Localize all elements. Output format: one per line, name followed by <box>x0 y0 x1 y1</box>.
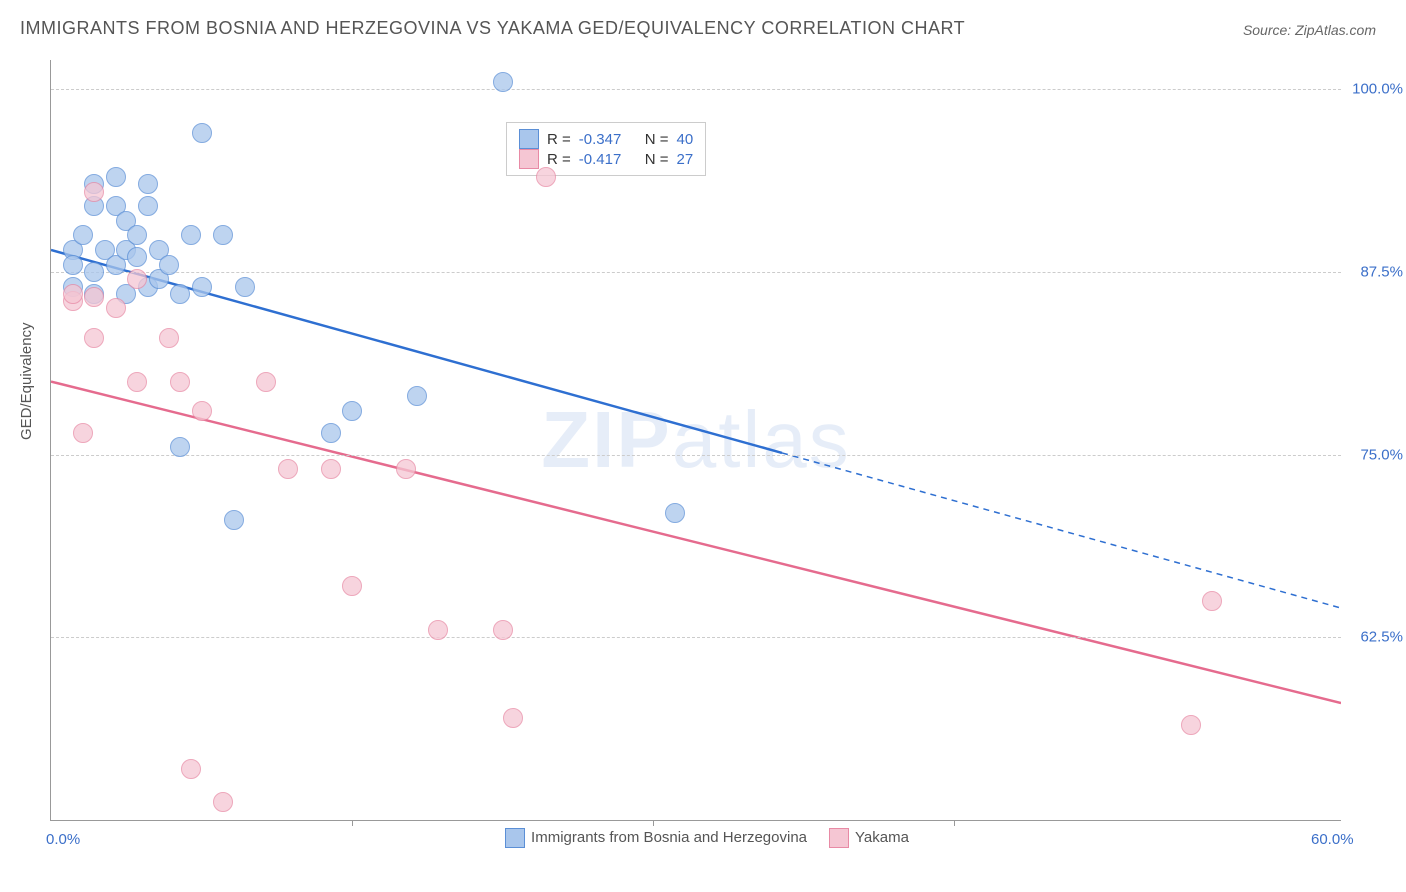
chart-plot-area: ZIPatlas R =-0.347N =40R =-0.417N =27 Im… <box>50 60 1341 821</box>
scatter-point <box>213 792 233 812</box>
y-tick-label: 75.0% <box>1348 446 1403 463</box>
scatter-point <box>138 196 158 216</box>
legend-swatch <box>505 828 525 848</box>
scatter-point <box>396 459 416 479</box>
stat-r-label: R = <box>547 151 571 168</box>
source-name: ZipAtlas.com <box>1295 22 1376 38</box>
watermark-light: atlas <box>672 395 851 484</box>
gridline <box>51 89 1341 90</box>
scatter-point <box>503 708 523 728</box>
source-attribution: Source: ZipAtlas.com <box>1243 22 1376 38</box>
scatter-point <box>181 225 201 245</box>
scatter-point <box>106 298 126 318</box>
x-tick-mark <box>954 820 955 826</box>
scatter-point <box>63 255 83 275</box>
chart-title: IMMIGRANTS FROM BOSNIA AND HERZEGOVINA V… <box>20 18 965 39</box>
scatter-point <box>536 167 556 187</box>
scatter-point <box>493 620 513 640</box>
y-tick-label: 62.5% <box>1348 629 1403 646</box>
scatter-point <box>170 372 190 392</box>
scatter-point <box>127 269 147 289</box>
scatter-point <box>106 167 126 187</box>
scatter-point <box>1181 715 1201 735</box>
scatter-point <box>84 328 104 348</box>
scatter-point <box>213 225 233 245</box>
watermark-bold: ZIP <box>541 395 671 484</box>
stat-n-value: 27 <box>677 151 694 168</box>
scatter-point <box>73 225 93 245</box>
scatter-point <box>342 576 362 596</box>
stat-r-value: -0.417 <box>579 151 637 168</box>
y-tick-label: 87.5% <box>1348 263 1403 280</box>
scatter-point <box>321 423 341 443</box>
scatter-point <box>84 262 104 282</box>
gridline <box>51 455 1341 456</box>
scatter-point <box>235 277 255 297</box>
stat-r-label: R = <box>547 131 571 148</box>
scatter-point <box>192 123 212 143</box>
scatter-point <box>224 510 244 530</box>
scatter-point <box>170 284 190 304</box>
gridline <box>51 637 1341 638</box>
scatter-point <box>321 459 341 479</box>
x-tick-mark <box>653 820 654 826</box>
scatter-point <box>407 386 427 406</box>
stats-row: R = -0.347 N = 40 <box>519 129 693 149</box>
legend-series-label: Yakama <box>855 829 909 846</box>
gridline <box>51 272 1341 273</box>
trend-line-solid <box>51 382 1341 704</box>
scatter-point <box>127 247 147 267</box>
legend-swatch <box>519 129 539 149</box>
scatter-point <box>665 503 685 523</box>
source-label: Source: <box>1243 22 1291 38</box>
x-tick-mark <box>352 820 353 826</box>
stats-legend-box: R = -0.347 N = 40 R = -0.417 N = 27 <box>506 122 706 176</box>
scatter-point <box>256 372 276 392</box>
scatter-point <box>192 277 212 297</box>
watermark: ZIPatlas <box>541 394 850 486</box>
scatter-point <box>428 620 448 640</box>
scatter-point <box>342 401 362 421</box>
x-tick-label: 0.0% <box>46 831 80 848</box>
scatter-point <box>127 225 147 245</box>
stat-n-value: 40 <box>677 131 694 148</box>
scatter-point <box>84 182 104 202</box>
series-legend-bottom: Immigrants from Bosnia and Herzegovina Ya… <box>51 828 1341 848</box>
legend-swatch <box>519 149 539 169</box>
scatter-point <box>63 284 83 304</box>
scatter-point <box>170 437 190 457</box>
stat-r-value: -0.347 <box>579 131 637 148</box>
y-axis-label: GED/Equivalency <box>18 322 35 440</box>
scatter-point <box>159 328 179 348</box>
scatter-point <box>192 401 212 421</box>
y-tick-label: 100.0% <box>1348 81 1403 98</box>
legend-swatch <box>829 828 849 848</box>
trend-line-dashed <box>782 453 1341 608</box>
scatter-point <box>73 423 93 443</box>
x-tick-label: 60.0% <box>1311 831 1354 848</box>
scatter-point <box>138 174 158 194</box>
legend-series-label: Immigrants from Bosnia and Herzegovina <box>531 829 807 846</box>
scatter-point <box>181 759 201 779</box>
scatter-point <box>127 372 147 392</box>
scatter-point <box>159 255 179 275</box>
scatter-point <box>1202 591 1222 611</box>
stat-n-label: N = <box>645 151 669 168</box>
scatter-point <box>278 459 298 479</box>
stat-n-label: N = <box>645 131 669 148</box>
scatter-point <box>493 72 513 92</box>
scatter-point <box>84 287 104 307</box>
